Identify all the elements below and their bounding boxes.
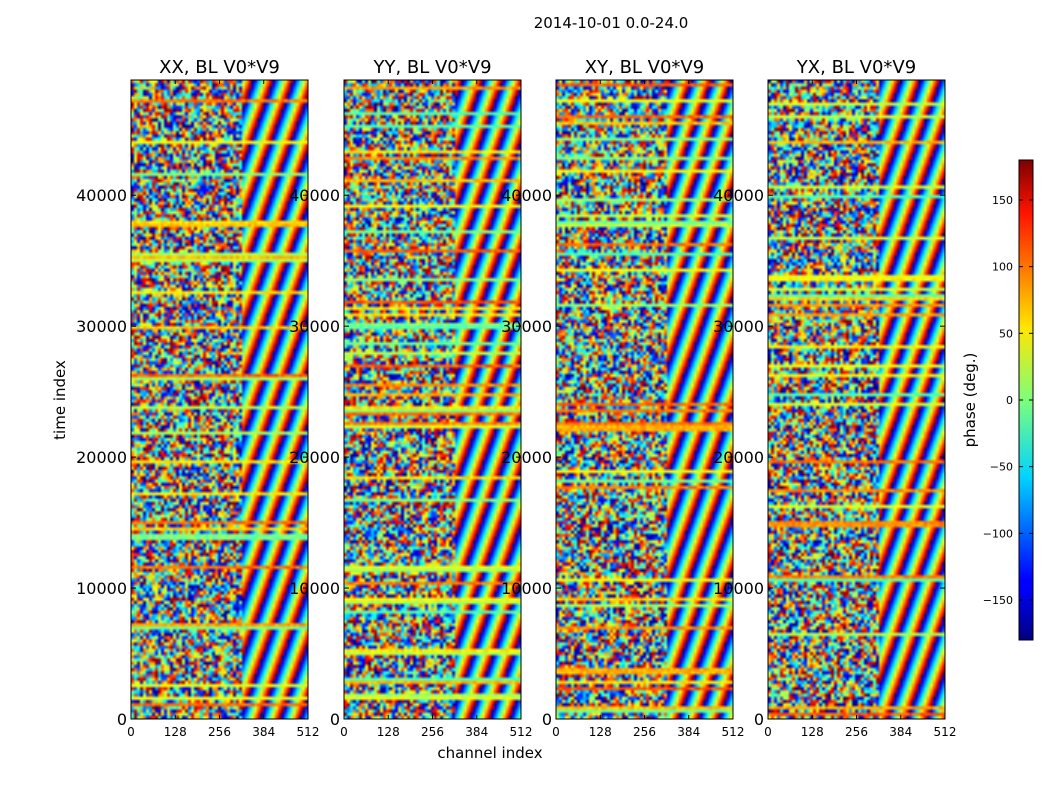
x-tick-label: 0 xyxy=(340,725,348,739)
y-tick-label: 0 xyxy=(754,710,764,729)
panel-4: YX, BL V0*V9 0 128 256 384 512 0 10000 20000 3000… xyxy=(713,57,956,739)
y-tick-label: 20000 xyxy=(501,448,552,467)
colorbar-tick-label: −50 xyxy=(990,461,1013,474)
y-tick-label: 0 xyxy=(542,710,552,729)
colorbar-ticks: −150 −100 −50 0 50 100 150 xyxy=(983,194,1033,607)
x-tick-label: 256 xyxy=(633,725,656,739)
y-tick-label: 40000 xyxy=(76,186,127,205)
y-tick-label: 10000 xyxy=(713,579,764,598)
y-tick-label: 30000 xyxy=(713,317,764,336)
x-tick-label: 256 xyxy=(421,725,444,739)
y-tick-label: 0 xyxy=(117,710,127,729)
colorbar-tick-label: −150 xyxy=(983,594,1013,607)
panel-heatmap xyxy=(768,80,945,719)
y-tick-label: 10000 xyxy=(289,579,340,598)
x-tick-label: 512 xyxy=(934,725,957,739)
x-tick-label: 128 xyxy=(377,725,400,739)
x-tick-label: 384 xyxy=(252,725,275,739)
colorbar-tick-label: 150 xyxy=(992,194,1013,207)
x-tick-label: 128 xyxy=(164,725,187,739)
panel-heatmap xyxy=(131,80,308,719)
x-tick-label: 384 xyxy=(465,725,488,739)
y-tick-label: 20000 xyxy=(289,448,340,467)
x-tick-label: 512 xyxy=(510,725,533,739)
y-tick-label: 40000 xyxy=(289,186,340,205)
x-tick-label: 384 xyxy=(889,725,912,739)
y-tick-label: 30000 xyxy=(76,317,127,336)
panel-heatmap xyxy=(556,80,733,719)
colorbar-tick-label: 50 xyxy=(999,327,1013,340)
panel-heatmap xyxy=(344,80,521,719)
y-tick-label: 30000 xyxy=(501,317,552,336)
y-tick-label: 10000 xyxy=(501,579,552,598)
x-tick-label: 256 xyxy=(845,725,868,739)
panel-3: XY, BL V0*V9 0 128 256 384 512 0 10000 20000 3000… xyxy=(501,57,744,739)
colorbar-tick-label: 0 xyxy=(1006,394,1013,407)
colorbar-tick-label: 100 xyxy=(992,261,1013,274)
panel-title: YX, BL V0*V9 xyxy=(796,57,916,78)
colorbar-tick-label: −100 xyxy=(983,527,1013,540)
figure-suptitle: 2014-10-01 0.0-24.0 xyxy=(534,14,689,32)
y-tick-label: 20000 xyxy=(76,448,127,467)
colorbar-label: phase (deg.) xyxy=(961,353,979,448)
y-tick-label: 20000 xyxy=(713,448,764,467)
panel-title: XX, BL V0*V9 xyxy=(159,57,280,78)
x-tick-label: 384 xyxy=(677,725,700,739)
y-tick-label: 40000 xyxy=(713,186,764,205)
colorbar: −150 −100 −50 0 50 100 150 phase (deg.) xyxy=(961,159,1034,641)
x-tick-label: 0 xyxy=(127,725,135,739)
x-tick-label: 512 xyxy=(297,725,320,739)
x-tick-label: 512 xyxy=(722,725,745,739)
y-axis-label: time index xyxy=(51,360,69,440)
panel-title: XY, BL V0*V9 xyxy=(585,57,704,78)
x-tick-label: 128 xyxy=(801,725,824,739)
panel-2: YY, BL V0*V9 0 128 256 384 512 0 10000 20000 3000… xyxy=(289,57,532,739)
x-tick-label: 0 xyxy=(552,725,560,739)
y-tick-label: 40000 xyxy=(501,186,552,205)
y-tick-label: 30000 xyxy=(289,317,340,336)
x-tick-label: 0 xyxy=(764,725,772,739)
panels-group: XX, BL V0*V9 0 128 256 384 512 0 10000 20000 3000… xyxy=(76,57,956,739)
x-axis-label: channel index xyxy=(437,744,542,762)
panel-1: XX, BL V0*V9 0 128 256 384 512 0 10000 20000 3000… xyxy=(76,57,319,739)
x-tick-label: 128 xyxy=(589,725,612,739)
x-tick-label: 256 xyxy=(208,725,231,739)
y-tick-label: 10000 xyxy=(76,579,127,598)
y-tick-label: 0 xyxy=(330,710,340,729)
panel-title: YY, BL V0*V9 xyxy=(372,57,491,78)
